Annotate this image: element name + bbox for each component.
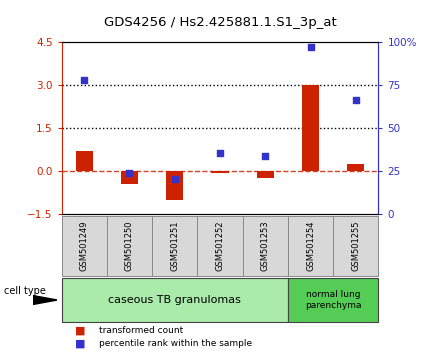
Text: transformed count: transformed count (99, 326, 183, 336)
Text: GSM501249: GSM501249 (80, 221, 89, 271)
Bar (257, 171, 274, 178)
Text: caseous TB granulomas: caseous TB granulomas (108, 295, 241, 305)
Bar (302, 85, 319, 171)
Text: GSM501254: GSM501254 (306, 221, 315, 271)
Text: ■: ■ (75, 326, 85, 336)
Bar (211, 171, 229, 173)
Bar (347, 164, 364, 171)
Point (171, 176, 178, 182)
Point (126, 170, 133, 176)
Text: GSM501252: GSM501252 (216, 221, 224, 271)
Text: GSM501253: GSM501253 (261, 221, 270, 272)
Text: cell type: cell type (4, 286, 46, 296)
Bar (76, 151, 93, 171)
Text: GSM501255: GSM501255 (351, 221, 360, 271)
Text: ■: ■ (75, 338, 85, 348)
Bar (121, 171, 138, 184)
Bar (166, 171, 183, 200)
Text: GSM501250: GSM501250 (125, 221, 134, 271)
Point (307, 44, 314, 50)
Text: GSM501251: GSM501251 (170, 221, 179, 271)
Text: normal lung
parenchyma: normal lung parenchyma (305, 290, 361, 310)
Point (216, 150, 224, 155)
Point (352, 97, 359, 103)
Text: GDS4256 / Hs2.425881.1.S1_3p_at: GDS4256 / Hs2.425881.1.S1_3p_at (104, 16, 336, 29)
Point (262, 153, 269, 158)
Polygon shape (33, 296, 57, 304)
Text: percentile rank within the sample: percentile rank within the sample (99, 339, 252, 348)
Point (81, 77, 88, 82)
